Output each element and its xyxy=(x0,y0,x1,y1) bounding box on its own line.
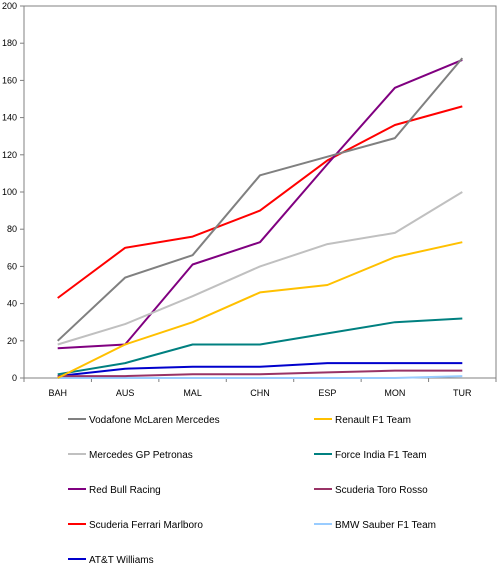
legend-label: Force India F1 Team xyxy=(335,450,427,461)
legend: Vodafone McLaren Mercedes Renault F1 Team… xyxy=(68,415,436,566)
series-line xyxy=(57,191,463,346)
x-tick-label: MON xyxy=(384,388,405,398)
y-tick-label: 180 xyxy=(2,38,17,48)
y-tick-label: 200 xyxy=(2,1,17,11)
x-tick-label: ESP xyxy=(318,388,336,398)
x-axis: BAH AUS MAL CHN ESP MON TUR xyxy=(23,378,497,398)
legend-label: Renault F1 Team xyxy=(335,415,411,426)
plot-area xyxy=(23,5,497,379)
y-tick-label: 160 xyxy=(2,75,17,85)
y-tick-label: 140 xyxy=(2,113,17,123)
legend-label: AT&T Williams xyxy=(89,555,154,566)
y-tick-label: 80 xyxy=(7,224,17,234)
y-tick-label: 20 xyxy=(7,336,17,346)
y-tick-label: 120 xyxy=(2,150,17,160)
y-tick-label: 0 xyxy=(12,373,17,383)
plot-border xyxy=(23,5,497,379)
legend-label: Red Bull Racing xyxy=(89,485,161,496)
y-tick-label: 40 xyxy=(7,299,17,309)
y-tick-label: 100 xyxy=(2,187,17,197)
y-tick-label: 60 xyxy=(7,261,17,271)
x-tick-label: CHN xyxy=(250,388,270,398)
legend-label: Scuderia Ferrari Marlboro xyxy=(89,520,203,531)
x-tick-label: AUS xyxy=(116,388,135,398)
legend-label: Mercedes GP Petronas xyxy=(89,450,193,461)
series-line xyxy=(57,375,463,379)
x-tick-label: TUR xyxy=(453,388,472,398)
x-tick-label: BAH xyxy=(48,388,67,398)
legend-label: Vodafone McLaren Mercedes xyxy=(89,415,220,426)
x-tick-label: MAL xyxy=(183,388,202,398)
series-line xyxy=(57,241,463,379)
legend-label: Scuderia Toro Rosso xyxy=(335,485,428,496)
series-line xyxy=(57,369,463,378)
series-line xyxy=(57,105,463,299)
series-line xyxy=(57,317,463,376)
series-line xyxy=(57,57,464,342)
series-line xyxy=(57,362,463,378)
legend-label: BMW Sauber F1 Team xyxy=(335,520,436,531)
series-layer xyxy=(57,57,464,379)
y-axis: 0 20 40 60 80 100 120 140 160 180 200 xyxy=(2,1,24,383)
